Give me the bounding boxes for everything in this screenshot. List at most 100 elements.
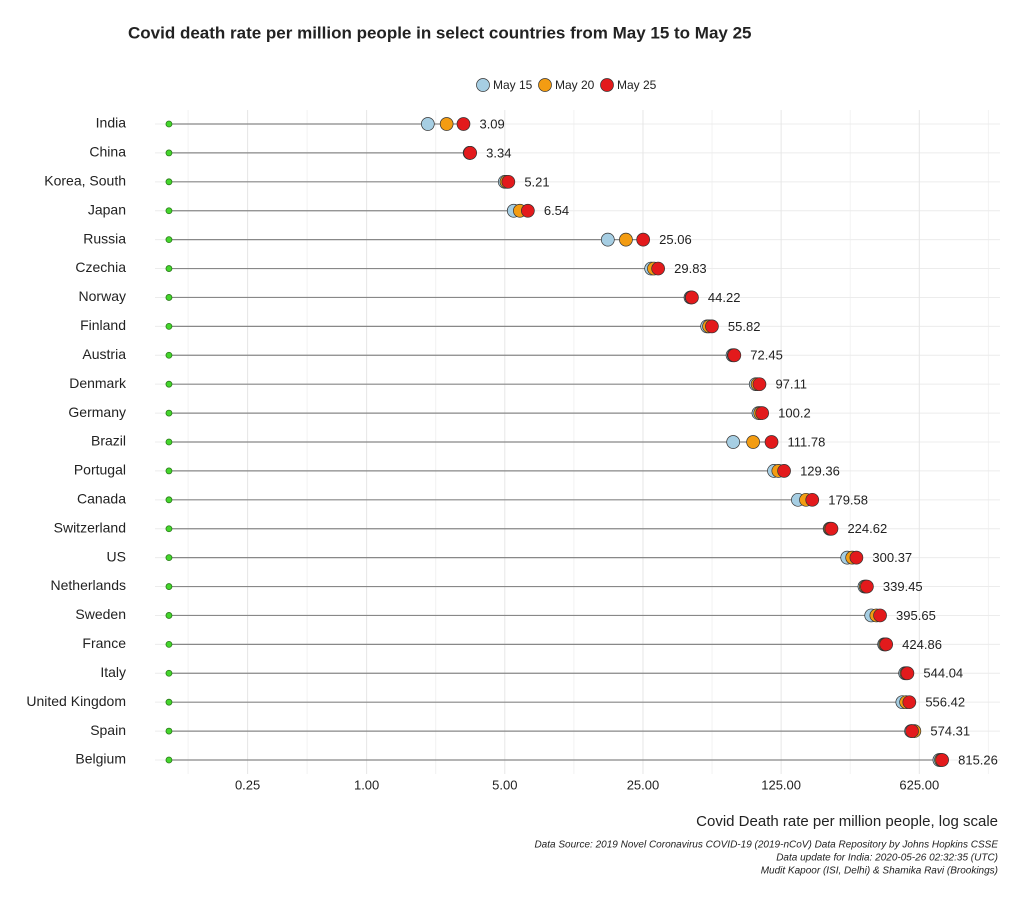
dot [651,261,665,276]
legend-label: May 15 [493,78,533,92]
source-note: Mudit Kapoor (ISI, Delhi) & Shamika Ravi… [761,866,998,877]
value-label: 3.09 [479,116,504,131]
y-tick-label: Portugal [74,462,126,478]
baseline-dot [165,467,173,475]
y-tick-label: Denmark [69,375,127,391]
baseline-dot [165,438,173,446]
baseline-dot [165,698,173,706]
y-tick-label: Korea, South [44,173,126,189]
dot [900,666,915,681]
baseline-dot [165,178,173,186]
x-tick-label: 0.25 [235,777,260,792]
legend-label: May 25 [617,78,657,92]
baseline-dot [165,149,173,157]
value-label: 29.83 [674,261,707,276]
dot [726,435,741,449]
dot [905,724,919,738]
value-label: 72.45 [750,348,783,363]
baseline-dot [165,756,173,764]
y-tick-label: Belgium [75,751,126,767]
dot [849,550,864,565]
y-tick-label: Switzerland [54,519,126,535]
x-tick-label: 5.00 [492,777,517,792]
baseline-dot [165,727,173,735]
y-tick-label: Austria [82,346,126,362]
y-tick-label: Russia [83,230,126,246]
x-axis-title: Covid Death rate per million people, log… [696,813,998,830]
x-tick-label: 625.00 [899,777,939,792]
value-label: 395.65 [896,608,936,623]
legend-label: May 20 [555,78,595,92]
baseline-dot [165,669,173,677]
legend-marker [538,78,552,92]
baseline-dot [165,265,173,272]
legend-marker [476,78,490,92]
baseline-dot [165,525,173,533]
baseline-dot [165,612,173,619]
value-label: 129.36 [800,463,840,478]
dot [935,753,949,767]
baseline-dot [165,207,173,215]
baseline-dot [165,236,173,244]
y-tick-label: Sweden [75,606,126,622]
dot [727,348,742,363]
dot [805,492,820,507]
dot [873,608,887,623]
x-tick-label: 1.00 [354,777,379,792]
value-label: 179.58 [828,492,868,507]
value-label: 815.26 [958,752,998,767]
source-note: Data Source: 2019 Novel Coronavirus COVI… [534,840,998,851]
dot [600,232,615,247]
dot [752,377,767,392]
y-tick-label: France [82,635,126,651]
value-label: 544.04 [923,666,963,681]
baseline-dot [165,409,173,417]
x-tick-label: 125.00 [761,777,801,792]
dot [777,464,791,478]
y-tick-label: Germany [68,404,126,420]
dot [705,319,719,334]
value-label: 25.06 [659,232,692,247]
dot [420,117,435,131]
value-label: 100.2 [778,406,811,421]
baseline-dot [165,554,173,562]
value-label: 44.22 [708,290,741,305]
y-tick-label: Czechia [75,259,126,275]
dot [520,203,535,218]
baseline-dot [165,496,173,504]
value-label: 574.31 [930,724,970,739]
dot [501,174,516,189]
dot [456,117,471,131]
value-label: 5.21 [524,174,549,189]
baseline-dot [165,583,173,590]
baseline-dot [165,322,173,330]
dot [755,406,769,420]
legend-marker [600,78,614,92]
x-tick-label: 25.00 [627,777,660,792]
y-tick-label: Netherlands [51,577,127,593]
y-tick-label: US [107,548,126,564]
y-tick-label: Finland [80,317,126,333]
value-label: 55.82 [728,319,761,334]
dot [619,232,633,247]
dot [824,521,839,536]
y-tick-label: Norway [79,288,126,304]
dot [746,435,760,449]
baseline-dot [165,120,173,128]
baseline-dot [165,351,173,359]
y-tick-label: Brazil [91,433,126,449]
value-label: 300.37 [872,550,912,565]
y-tick-label: Canada [77,491,126,507]
y-tick-label: India [96,115,127,131]
dot [879,637,894,652]
baseline-dot [165,380,173,388]
y-tick-label: United Kingdom [26,693,126,709]
value-label: 3.34 [486,145,511,160]
y-tick-label: Spain [90,722,126,738]
dot [860,579,874,594]
value-label: 556.42 [925,695,965,710]
dot [463,146,478,160]
value-label: 97.11 [775,377,807,392]
dot [685,290,699,305]
baseline-dot [165,294,173,301]
